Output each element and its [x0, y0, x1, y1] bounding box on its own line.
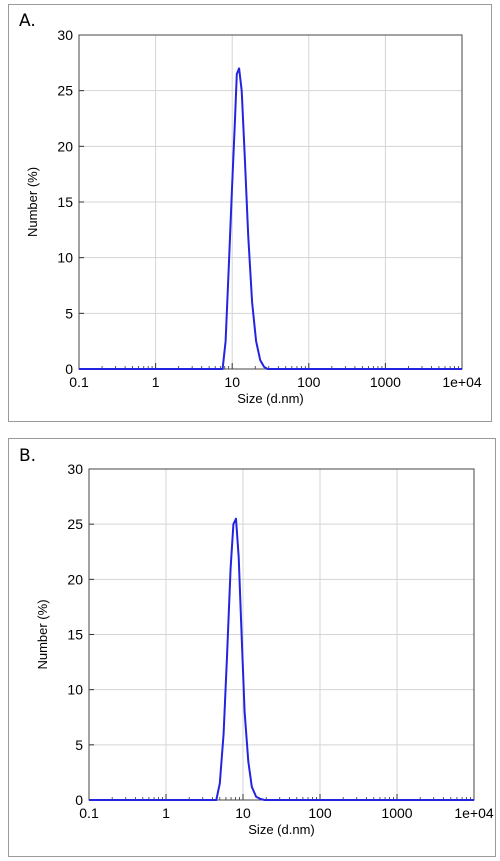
- x-tick-label: 10: [224, 374, 240, 390]
- y-tick-label: 5: [75, 737, 83, 753]
- x-axis-label: Size (d.nm): [248, 822, 314, 837]
- x-tick-label: 10: [235, 805, 251, 821]
- y-tick-label: 5: [65, 305, 73, 321]
- x-tick-label: 100: [308, 805, 332, 821]
- y-tick-label: 25: [67, 516, 83, 532]
- y-tick-label: 20: [57, 138, 73, 154]
- panel-label-b: B.: [19, 446, 37, 466]
- x-tick-label: 0.1: [69, 374, 89, 390]
- y-tick-label: 0: [75, 792, 83, 808]
- chart-panel-a: A. 0.1 1 10 100 1000 1e+04 0 5 10 15 20 25 30 Size (d…: [8, 4, 492, 422]
- series-line: [89, 517, 474, 801]
- y-axis-label: Number (%): [25, 167, 40, 237]
- chart-a: 0.1 1 10 100 1000 1e+04 0 5 10 15 20 25 30 Size (d.nm…: [25, 27, 482, 406]
- chart-b: 0.1 1 10 100 1000 1e+04 0 5 10 15 20 25 30 Size (d.nm…: [35, 461, 494, 837]
- y-tick-label: 20: [67, 571, 83, 587]
- x-tick-label: 1: [162, 805, 170, 821]
- x-axis-label: Size (d.nm): [237, 391, 303, 406]
- x-tick-label: 1e+04: [442, 374, 482, 390]
- y-tick-label: 0: [65, 361, 73, 377]
- chart-panel-b: B. 0.1 1 10 100 1000 1e+04 0 5 10 15 20 25 30 Size (d…: [8, 438, 496, 857]
- series-line: [79, 67, 462, 370]
- y-tick-label: 25: [57, 83, 73, 99]
- y-tick-label: 15: [67, 627, 83, 643]
- y-tick-label: 10: [57, 250, 73, 266]
- y-tick-label: 30: [67, 461, 83, 477]
- y-tick-label: 30: [57, 27, 73, 43]
- x-tick-label: 0.1: [79, 805, 99, 821]
- x-tick-label: 100: [297, 374, 321, 390]
- x-tick-label: 1000: [381, 805, 412, 821]
- panel-label-a: A.: [19, 11, 36, 31]
- x-tick-label: 1: [152, 374, 160, 390]
- x-tick-label: 1e+04: [454, 805, 494, 821]
- y-tick-label: 10: [67, 682, 83, 698]
- x-tick-label: 1000: [370, 374, 401, 390]
- y-axis-label: Number (%): [35, 599, 50, 669]
- y-tick-label: 15: [57, 194, 73, 210]
